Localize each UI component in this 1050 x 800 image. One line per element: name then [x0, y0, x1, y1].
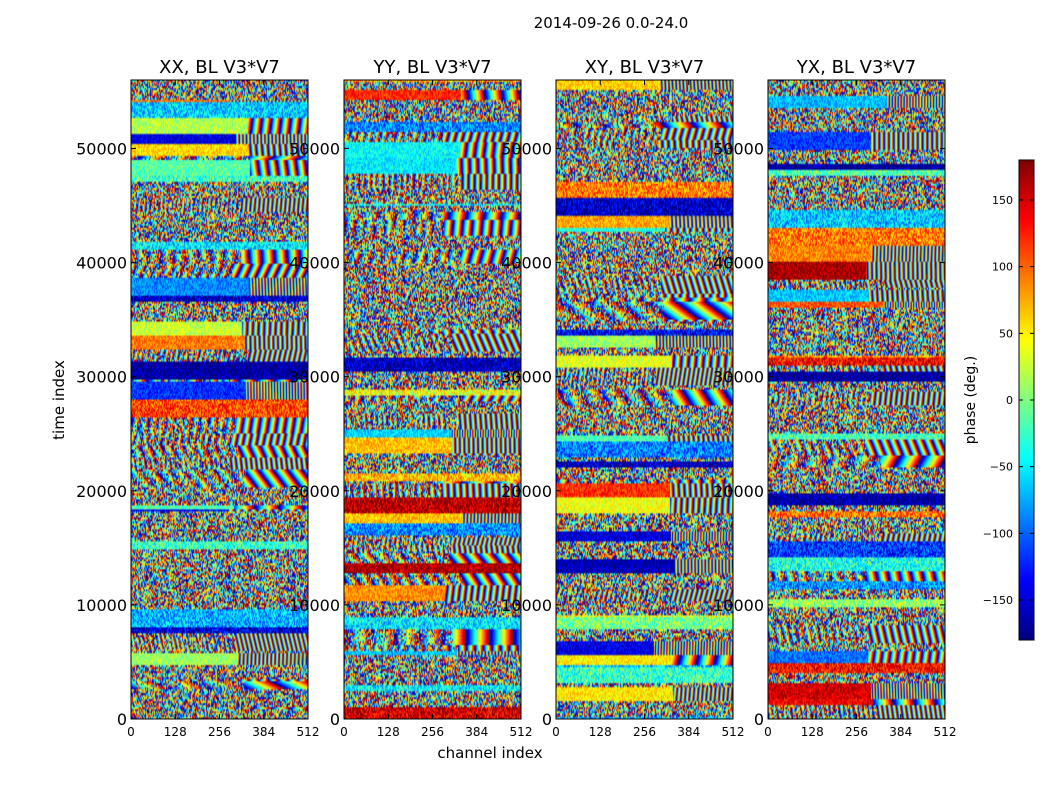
x-tick-label: 128: [801, 725, 824, 739]
x-tick-label: 128: [589, 725, 612, 739]
x-tick-label: 128: [164, 725, 187, 739]
x-tick-label: 384: [252, 725, 275, 739]
figure-suptitle: 2014-09-26 0.0-24.0: [534, 14, 689, 32]
colorbar-tick-label: −100: [983, 527, 1013, 540]
y-axis-label: time index: [50, 360, 68, 440]
colorbar-ticks: −150 −100 −50 0 50 100 150: [983, 194, 1034, 607]
phase-heatmap: [768, 80, 945, 719]
colorbar-tick-label: 100: [992, 261, 1013, 274]
panel-title: YX, BL V3*V7: [796, 57, 916, 78]
y-tick-label: 40000: [713, 254, 764, 273]
y-tick-label: 50000: [501, 139, 552, 158]
y-tick-label: 10000: [713, 596, 764, 615]
panel-title: XX, BL V3*V7: [159, 57, 280, 78]
y-tick-label: 10000: [76, 596, 127, 615]
colorbar-tick-label: −150: [983, 594, 1013, 607]
y-tick-label: 0: [330, 710, 340, 729]
x-axis-label: channel index: [437, 744, 542, 762]
colorbar-tick-label: 150: [992, 194, 1013, 207]
x-tick-label: 384: [677, 725, 700, 739]
y-tick-label: 20000: [713, 482, 764, 501]
x-tick-label: 256: [208, 725, 231, 739]
y-tick-label: 50000: [76, 139, 127, 158]
x-tick-label: 512: [510, 725, 533, 739]
y-tick-label: 10000: [289, 596, 340, 615]
x-tick-label: 128: [377, 725, 400, 739]
panel-title: YY, BL V3*V7: [372, 57, 491, 78]
x-tick-label: 0: [127, 725, 135, 739]
colorbar-tick-label: 50: [999, 327, 1013, 340]
panels-group: XX, BL V3*V7 0 128 256 384 512 0 10000 20000 3000…: [76, 57, 956, 739]
panel-title: XY, BL V3*V7: [585, 57, 704, 78]
panel-1: XX, BL V3*V7 0 128 256 384 512 0 10000 20000 3000…: [76, 57, 319, 739]
y-tick-label: 20000: [501, 482, 552, 501]
colorbar: −150 −100 −50 0 50 100 150 phase (deg.): [963, 159, 1035, 641]
y-tick-label: 20000: [289, 482, 340, 501]
x-tick-label: 0: [340, 725, 348, 739]
x-tick-label: 512: [722, 725, 745, 739]
colorbar-label: phase (deg.): [963, 356, 979, 444]
x-tick-label: 256: [633, 725, 656, 739]
x-tick-label: 384: [889, 725, 912, 739]
y-tick-label: 40000: [76, 254, 127, 273]
y-tick-label: 50000: [289, 139, 340, 158]
x-tick-label: 0: [552, 725, 560, 739]
y-tick-label: 40000: [501, 254, 552, 273]
phase-heatmap: [131, 80, 308, 719]
y-tick-label: 0: [754, 710, 764, 729]
panel-2: YY, BL V3*V7 0 128 256 384 512 0 10000 20000 3000…: [289, 57, 532, 739]
y-tick-label: 10000: [501, 596, 552, 615]
colorbar-tick-label: −50: [990, 461, 1013, 474]
x-tick-label: 384: [465, 725, 488, 739]
phase-heatmap: [556, 80, 733, 719]
panel-3: XY, BL V3*V7 0 128 256 384 512 0 10000 20000 3000…: [501, 57, 744, 739]
panel-4: YX, BL V3*V7 0 128 256 384 512 0 10000 20000 3000…: [713, 57, 956, 739]
y-tick-label: 30000: [289, 368, 340, 387]
y-tick-label: 30000: [76, 368, 127, 387]
y-tick-label: 30000: [501, 368, 552, 387]
y-tick-label: 50000: [713, 139, 764, 158]
x-tick-label: 512: [934, 725, 957, 739]
phase-heatmap: [344, 80, 521, 719]
y-tick-label: 20000: [76, 482, 127, 501]
x-tick-label: 512: [297, 725, 320, 739]
y-tick-label: 30000: [713, 368, 764, 387]
x-tick-label: 0: [764, 725, 772, 739]
y-tick-label: 40000: [289, 254, 340, 273]
colorbar-tick-label: 0: [1006, 394, 1013, 407]
x-tick-label: 256: [421, 725, 444, 739]
y-tick-label: 0: [542, 710, 552, 729]
y-tick-label: 0: [117, 710, 127, 729]
x-tick-label: 256: [845, 725, 868, 739]
